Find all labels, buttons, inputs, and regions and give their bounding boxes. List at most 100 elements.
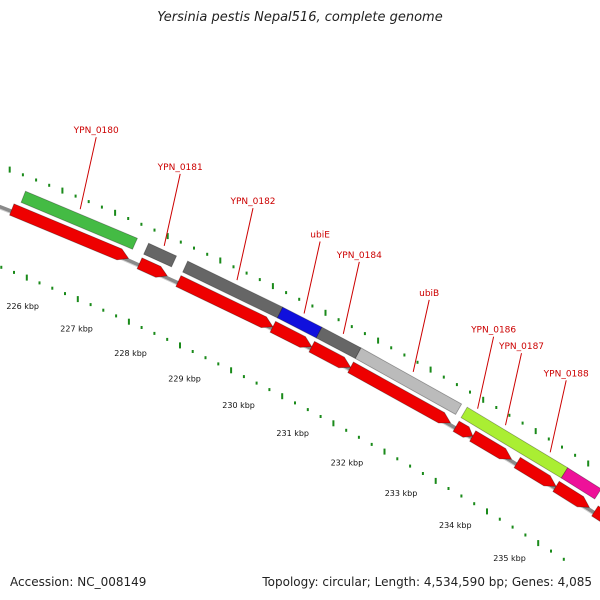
scale-tick-label: 230 kbp: [222, 401, 255, 410]
gene-label: YPN_0186: [470, 326, 516, 336]
gene-track[interactable]: [0, 166, 600, 533]
gene-arrow[interactable]: [136, 257, 169, 278]
gc-dot-inner: [13, 270, 15, 274]
gc-dot-outer: [574, 453, 577, 457]
gc-dot-outer: [442, 375, 445, 379]
feature-box[interactable]: [276, 306, 323, 339]
gc-dot-inner: [204, 356, 207, 360]
gc-dot-inner: [115, 314, 118, 318]
gc-dot-outer: [74, 194, 77, 198]
gc-dot-outer: [153, 228, 156, 232]
gene-arrow[interactable]: [469, 430, 513, 460]
gc-dot-outer: [495, 406, 498, 409]
gc-dot-outer: [179, 240, 182, 244]
gc-dot-outer: [8, 166, 11, 173]
scale-ticks: 226 kbp 227 kbp 228 kbp 229 kbp 230 kbp 231 k…: [6, 302, 525, 563]
gc-dot-inner: [102, 308, 105, 312]
gc-dot-outer: [377, 337, 380, 344]
gc-dot-inner: [396, 457, 399, 461]
label-leader: [549, 380, 567, 453]
label-leader: [163, 173, 181, 247]
gene-arrow[interactable]: [513, 456, 557, 487]
gene-arrow[interactable]: [308, 340, 352, 369]
gc-dot-inner: [370, 442, 373, 446]
gc-dot-outer: [245, 271, 248, 275]
gene-label: ubiB: [419, 289, 439, 299]
feature-box[interactable]: [20, 190, 138, 250]
gene-label: ubiE: [310, 231, 330, 241]
label-leader: [412, 299, 430, 373]
gc-dot-outer: [35, 178, 38, 182]
gene-arrow[interactable]: [347, 361, 452, 424]
gc-dot-inner: [562, 557, 565, 561]
gc-dot-outer: [61, 187, 64, 194]
gc-dot-outer: [416, 360, 419, 364]
gene-label: YPN_0184: [336, 251, 382, 261]
gc-dot-inner: [486, 508, 488, 515]
gc-dot-inner: [242, 375, 245, 379]
gc-dot-inner: [524, 533, 527, 537]
gc-dot-inner: [345, 428, 348, 432]
gc-dot-inner: [89, 303, 92, 307]
gc-dot-outer: [140, 222, 143, 226]
gene-arrow[interactable]: [9, 203, 130, 261]
scale-tick-label: 232 kbp: [331, 459, 364, 468]
gc-dot-outer: [271, 283, 274, 290]
gc-dot-inner: [51, 286, 54, 290]
gc-dot-inner: [25, 274, 28, 281]
gene-arrow[interactable]: [591, 505, 600, 533]
gc-dot-inner: [179, 342, 181, 349]
gc-dot-outer: [127, 217, 130, 220]
genome-backbone: [0, 204, 600, 520]
gc-dot-inner: [511, 525, 514, 529]
feature-box[interactable]: [560, 467, 600, 500]
topology-label: Topology: circular; Length: 4,534,590 bp…: [262, 575, 592, 589]
gc-dot-inner: [319, 415, 322, 418]
gc-dot-outer: [363, 332, 366, 336]
gc-dot-inner: [550, 549, 552, 553]
feature-box[interactable]: [143, 242, 178, 268]
gc-dot-outer: [469, 390, 471, 394]
gene-label: YPN_0180: [73, 126, 119, 136]
scale-tick-label: 226 kbp: [6, 302, 39, 311]
gc-dot-inner: [0, 265, 3, 269]
gc-dot-inner: [357, 435, 360, 439]
gc-dot-inner: [217, 362, 220, 366]
gc-dot-inner: [434, 477, 437, 484]
label-leader: [505, 353, 522, 426]
gc-skew-dots-outer: [8, 166, 590, 467]
gc-dot-outer: [508, 413, 511, 417]
gc-dot-outer: [455, 383, 458, 387]
gc-dot-outer: [193, 246, 195, 250]
gc-dot-outer: [87, 200, 90, 204]
gc-dot-outer: [561, 445, 563, 449]
gene-label: YPN_0181: [157, 163, 203, 173]
scale-tick-label: 231 kbp: [276, 429, 309, 438]
gc-dot-outer: [48, 183, 51, 187]
gc-dot-inner: [383, 448, 386, 455]
gc-dot-inner: [230, 367, 233, 374]
gc-dot-inner: [537, 540, 540, 547]
scale-tick-label: 235 kbp: [493, 554, 526, 563]
scale-tick-label: 233 kbp: [385, 489, 418, 498]
gene-arrow[interactable]: [552, 480, 591, 508]
gc-dot-outer: [258, 278, 261, 282]
gc-dot-outer: [219, 257, 222, 264]
scale-tick-label: 227 kbp: [60, 325, 93, 334]
gc-dot-outer: [403, 353, 406, 357]
gene-label: YPN_0182: [229, 197, 275, 207]
gene-arrow[interactable]: [269, 320, 313, 348]
gc-dot-inner: [409, 464, 412, 468]
gc-dot-outer: [206, 252, 209, 256]
feature-box[interactable]: [354, 347, 463, 415]
gc-dot-outer: [298, 297, 301, 301]
accession-label: Accession: NC_008149: [10, 575, 147, 589]
gene-arrow[interactable]: [175, 275, 274, 329]
gc-dot-outer: [534, 428, 537, 435]
feature-box[interactable]: [182, 260, 284, 319]
gene-arrow[interactable]: [452, 420, 474, 438]
gc-dot-inner: [281, 393, 284, 400]
label-leader: [79, 137, 97, 210]
gc-dot-inner: [140, 326, 143, 329]
